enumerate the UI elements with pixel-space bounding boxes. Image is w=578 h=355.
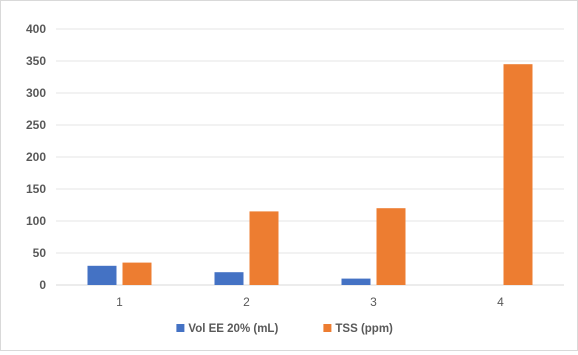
bar-tss-2 [249, 211, 279, 285]
y-tick-label: 400 [26, 22, 46, 36]
y-tick-label: 100 [26, 214, 46, 228]
x-axis-ticks: 1 2 3 4 [116, 295, 504, 309]
y-tick-label: 0 [39, 278, 46, 292]
legend-label: Vol EE 20% (mL) [188, 323, 278, 335]
bars [87, 64, 533, 285]
bar-tss-1 [122, 262, 152, 285]
x-tick-label: 3 [370, 295, 377, 309]
y-tick-label: 50 [33, 246, 47, 260]
x-tick-label: 4 [497, 295, 504, 309]
legend: Vol EE 20% (mL) TSS (ppm) [176, 323, 393, 335]
bar-vol-ee-2 [214, 272, 244, 285]
y-tick-label: 300 [26, 86, 46, 100]
y-tick-label: 200 [26, 150, 46, 164]
y-tick-label: 150 [26, 182, 46, 196]
y-tick-label: 250 [26, 118, 46, 132]
bar-tss-4 [503, 64, 533, 285]
gridlines [56, 28, 564, 286]
y-axis-ticks: 0 50 100 150 200 250 300 350 400 [26, 22, 46, 292]
legend-label: TSS (ppm) [335, 323, 393, 335]
legend-swatch [323, 324, 332, 332]
bar-tss-3 [376, 208, 406, 285]
x-tick-label: 1 [116, 295, 123, 309]
y-tick-label: 350 [26, 54, 46, 68]
bar-chart: 0 50 100 150 200 250 300 350 400 1 2 3 4 Vol EE 20%… [26, 22, 564, 335]
legend-swatch [176, 324, 185, 332]
bar-vol-ee-1 [87, 265, 117, 285]
x-tick-label: 2 [243, 295, 250, 309]
bar-vol-ee-3 [341, 278, 371, 285]
